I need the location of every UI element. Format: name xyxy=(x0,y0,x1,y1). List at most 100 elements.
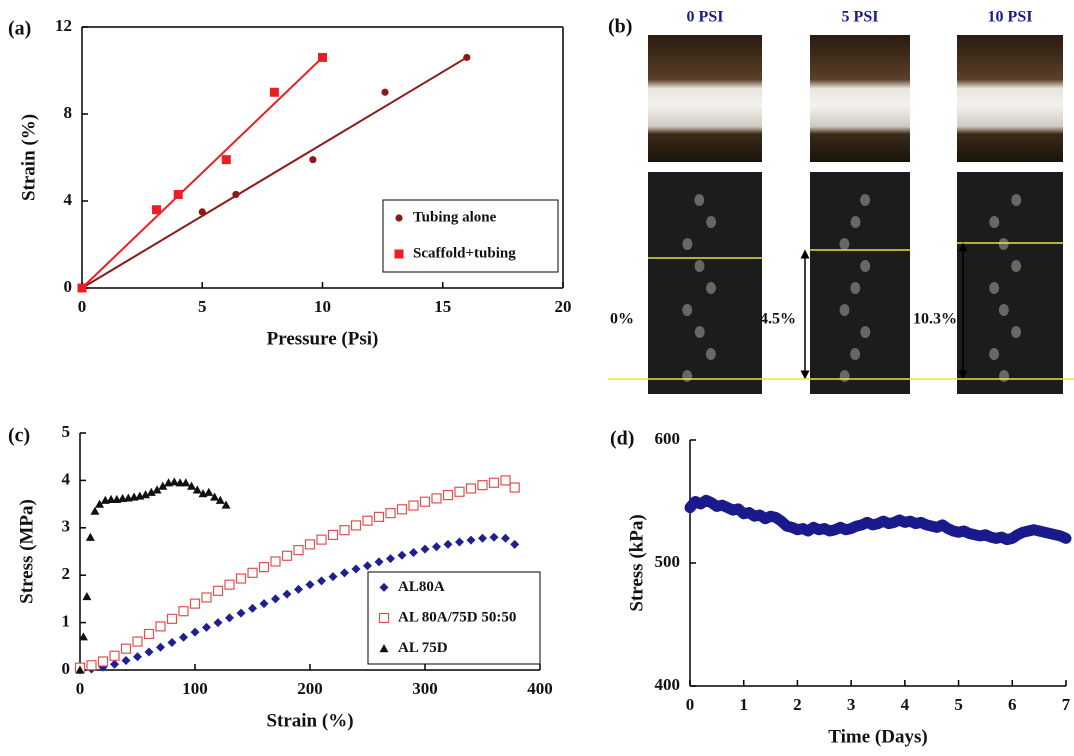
point xyxy=(1009,535,1016,542)
point xyxy=(95,499,105,508)
x-tick-label: 5 xyxy=(954,695,963,714)
point xyxy=(443,539,453,549)
tube-photo xyxy=(648,35,762,162)
point xyxy=(880,518,887,525)
point xyxy=(488,477,500,488)
strain-label: 4.5% xyxy=(760,311,796,328)
y-tick-label: 1 xyxy=(62,612,71,631)
y-tick-label: 4 xyxy=(62,469,71,488)
point xyxy=(409,547,418,557)
point xyxy=(1057,532,1064,539)
point xyxy=(939,521,946,528)
point xyxy=(740,510,747,517)
point xyxy=(190,627,200,637)
speckle xyxy=(682,370,693,382)
y-tick-label: 0 xyxy=(62,659,71,678)
point xyxy=(259,599,269,609)
point xyxy=(419,496,431,507)
point xyxy=(960,528,967,535)
point xyxy=(848,525,855,532)
point xyxy=(1052,531,1059,538)
point xyxy=(442,489,454,501)
legend-label: AL80A xyxy=(398,579,445,595)
micrograph xyxy=(957,172,1063,394)
point xyxy=(510,539,520,549)
panel-label: (c) xyxy=(8,425,30,447)
point xyxy=(82,592,92,601)
speckle xyxy=(989,282,1000,294)
point xyxy=(385,508,396,519)
point xyxy=(1036,528,1043,535)
speckle xyxy=(682,238,693,250)
point xyxy=(896,516,903,523)
point xyxy=(432,542,441,552)
speckle xyxy=(682,304,693,316)
point xyxy=(993,535,1000,542)
point xyxy=(454,486,465,497)
point xyxy=(885,520,892,527)
point xyxy=(373,511,385,522)
point xyxy=(703,497,710,504)
point xyxy=(891,519,898,526)
legend-box xyxy=(367,571,541,665)
micrograph xyxy=(810,172,910,394)
point xyxy=(719,502,726,509)
speckle xyxy=(998,238,1009,250)
point xyxy=(1003,536,1010,543)
point xyxy=(408,500,419,511)
point xyxy=(853,523,860,530)
point xyxy=(966,530,973,537)
point xyxy=(692,498,699,505)
point xyxy=(187,481,197,490)
point xyxy=(304,539,316,550)
point xyxy=(489,532,499,542)
point xyxy=(213,618,223,628)
point xyxy=(1030,526,1037,533)
point xyxy=(202,622,211,632)
x-tick-label: 6 xyxy=(1008,695,1017,714)
point xyxy=(167,638,177,648)
legend-box xyxy=(382,199,559,273)
point xyxy=(778,518,785,525)
speckle xyxy=(705,282,716,294)
strain-label: 0% xyxy=(610,311,634,328)
series xyxy=(75,532,520,675)
point xyxy=(75,665,85,674)
speckle xyxy=(694,194,705,206)
point xyxy=(912,520,919,527)
point xyxy=(478,533,487,543)
point xyxy=(201,592,212,603)
point xyxy=(697,500,704,507)
point xyxy=(173,189,183,199)
point xyxy=(132,636,143,647)
y-axis-title: Stress (MPa) xyxy=(16,499,37,604)
point xyxy=(309,156,317,164)
x-tick-label: 100 xyxy=(182,679,208,698)
y-tick-label: 8 xyxy=(64,103,73,122)
y-tick-label: 600 xyxy=(655,429,681,448)
point xyxy=(869,521,876,528)
point xyxy=(166,613,178,624)
speckle xyxy=(706,216,717,228)
point xyxy=(998,534,1005,541)
y-tick-label: 2 xyxy=(62,564,71,583)
point xyxy=(396,504,408,515)
legend: Tubing alone Scaffold+tubing xyxy=(382,199,559,273)
point xyxy=(362,515,373,526)
tube-photo xyxy=(957,35,1063,162)
point xyxy=(316,534,327,545)
fit-line xyxy=(81,56,468,289)
speckle xyxy=(839,238,850,250)
legend: AL80A AL 80A/75D 50:50 AL 75D xyxy=(367,571,541,665)
point xyxy=(772,514,779,521)
x-tick-label: 2 xyxy=(793,695,802,714)
speckle xyxy=(694,326,705,338)
point xyxy=(987,534,994,541)
point xyxy=(339,525,350,536)
point xyxy=(431,493,442,504)
point xyxy=(363,561,372,571)
point xyxy=(351,564,361,574)
point xyxy=(90,506,100,515)
point xyxy=(198,208,206,216)
point xyxy=(501,533,510,543)
